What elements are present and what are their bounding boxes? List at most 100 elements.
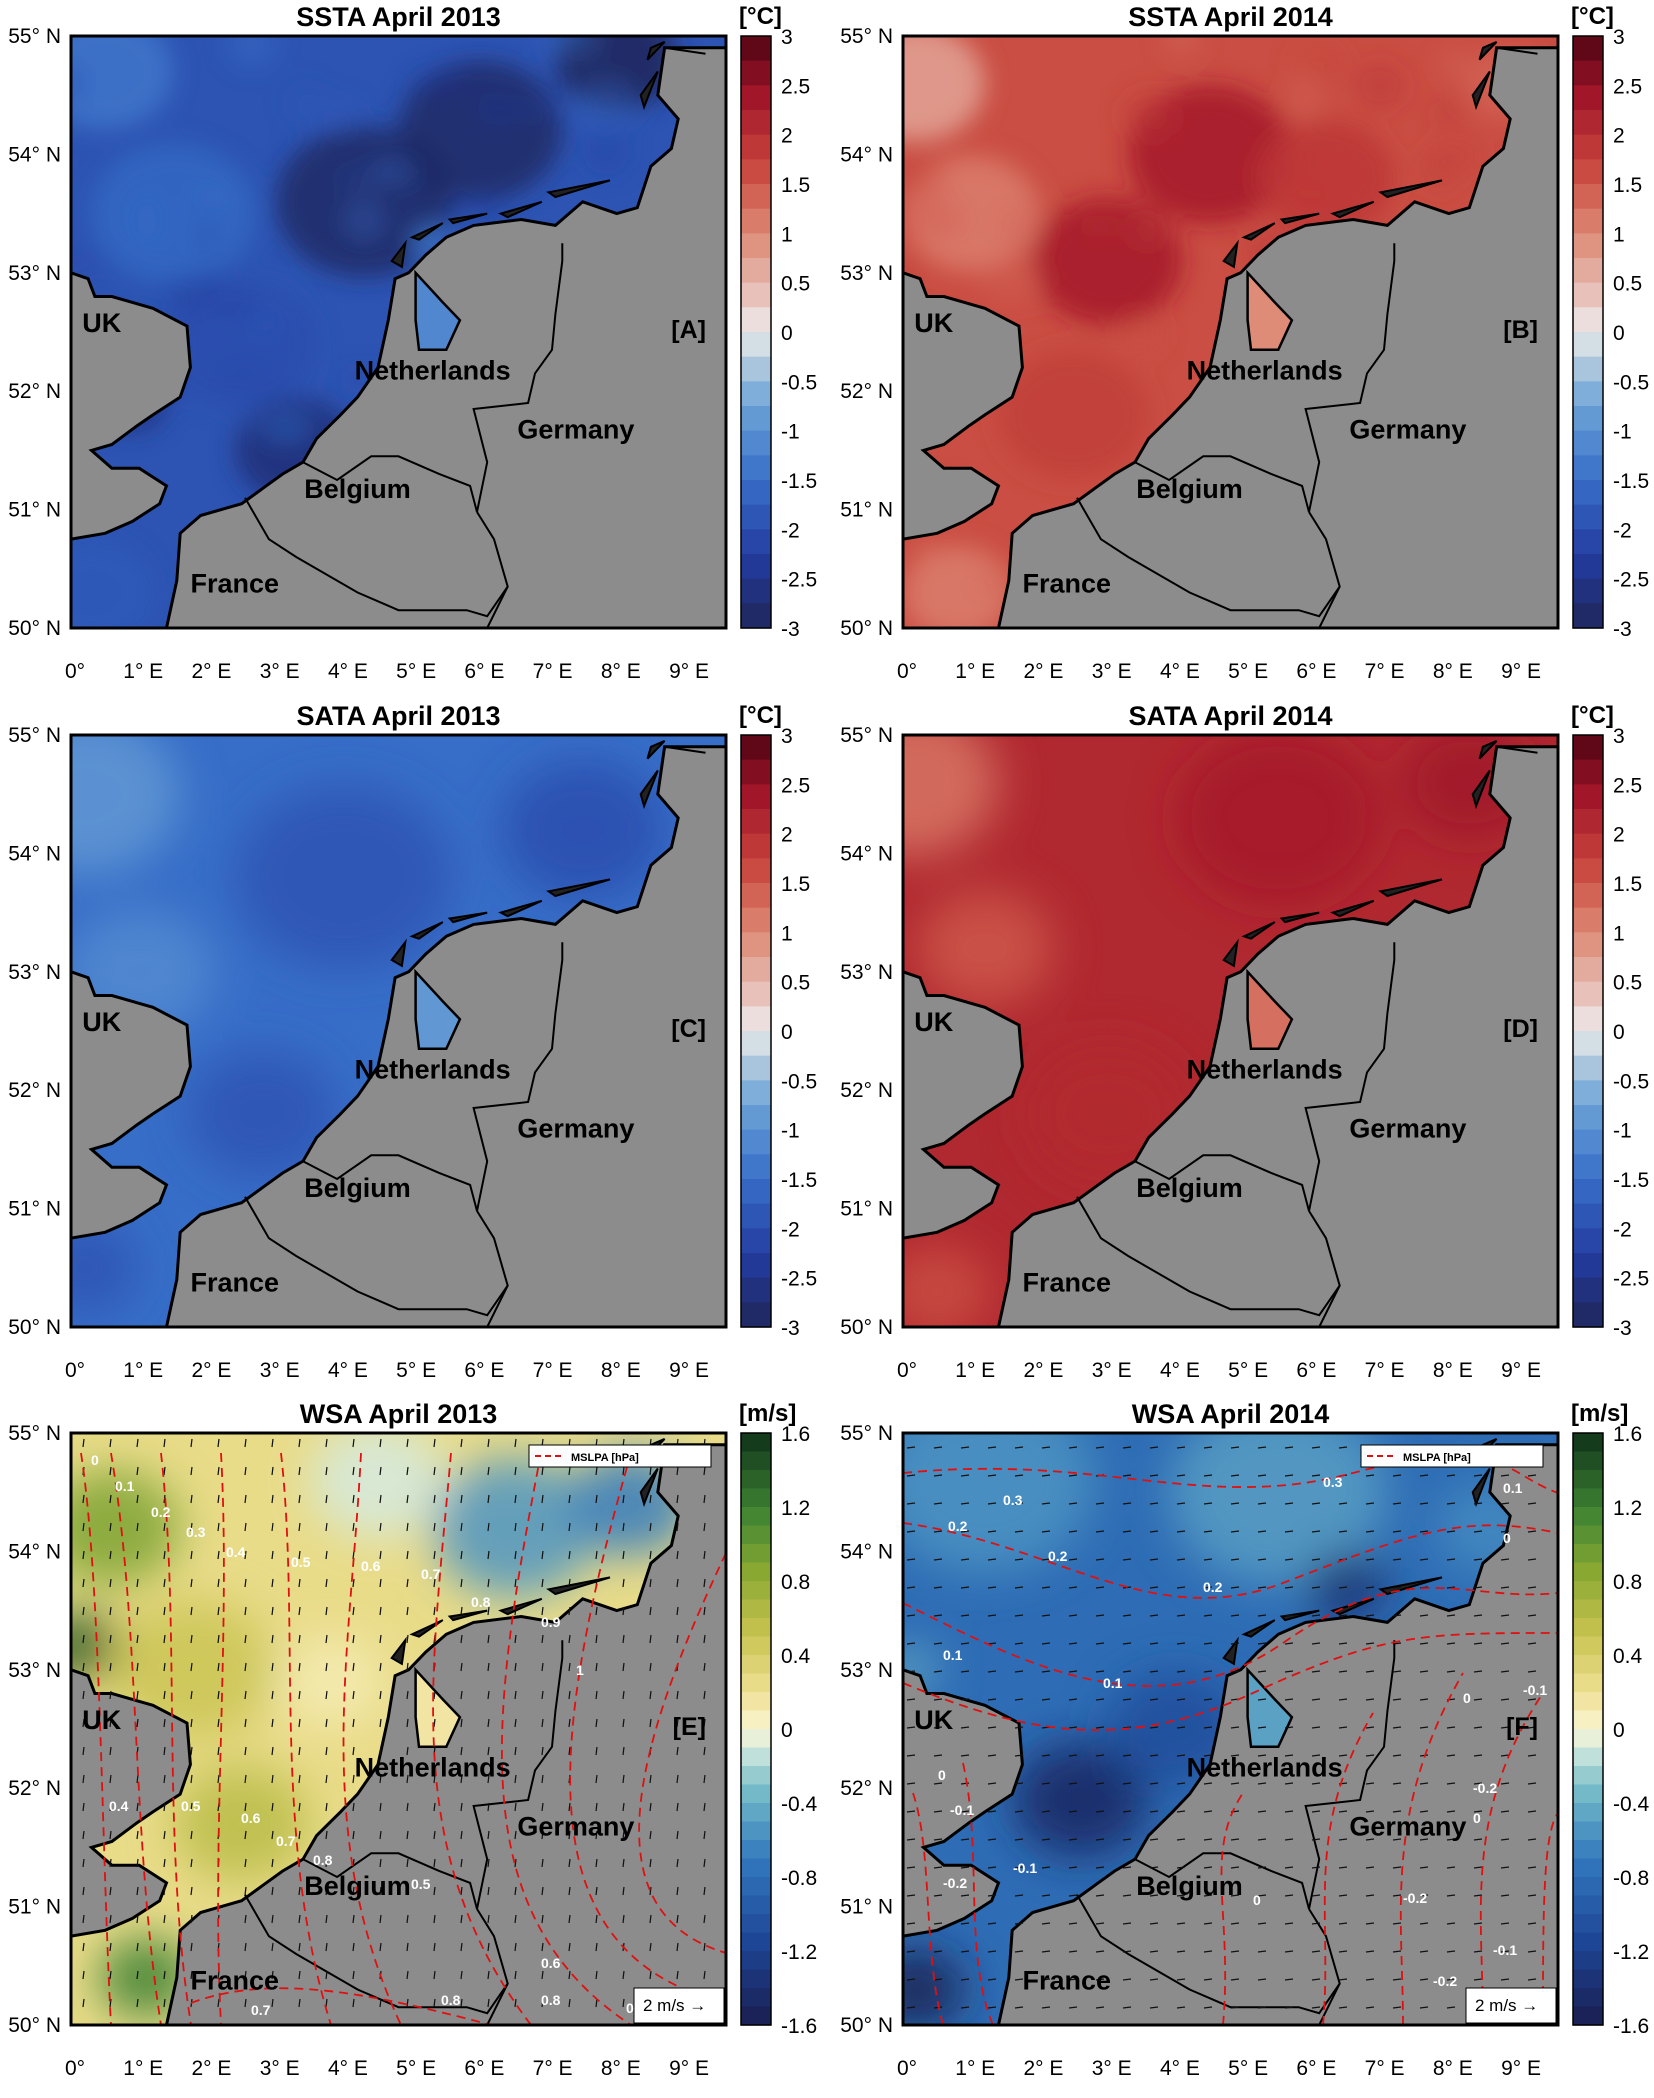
- lat-label: 54° N: [840, 1540, 893, 1563]
- lon-label: 6° E: [1296, 1359, 1336, 1382]
- panel-tag: [D]: [1503, 1015, 1538, 1043]
- colorbar-tick: -1: [1613, 421, 1632, 444]
- colorbar-tick: 0.8: [1613, 1571, 1642, 1594]
- colorbar-tick: -2: [781, 519, 800, 542]
- lat-label: 51° N: [840, 1198, 893, 1221]
- colorbar-tick: 0: [1613, 1719, 1625, 1742]
- country-label-uk: UK: [82, 308, 121, 338]
- colorbar-swatch: [1573, 759, 1603, 785]
- lat-label: 53° N: [8, 1659, 61, 1682]
- colorbar-swatch: [741, 1914, 771, 1934]
- country-label-belgium: Belgium: [304, 1871, 411, 1901]
- colorbar-tick: -1: [1613, 1120, 1632, 1143]
- colorbar-tick: 1.6: [1613, 1423, 1642, 1446]
- colorbar-swatch: [741, 1154, 771, 1180]
- colorbar-swatch: [1573, 134, 1603, 160]
- contour-label: 0: [1463, 1690, 1471, 1706]
- colorbar-swatch: [741, 504, 771, 530]
- colorbar-tick: 0: [781, 322, 793, 345]
- country-label-germany: Germany: [517, 1812, 634, 1842]
- contour-label: -0.1: [950, 1802, 974, 1818]
- colorbar-tick: 0.8: [781, 1571, 810, 1594]
- colorbar-swatch: [741, 208, 771, 234]
- colorbar-swatch: [741, 1840, 771, 1860]
- colorbar-swatch: [741, 1858, 771, 1878]
- colorbar-tick: -1.6: [1613, 2015, 1649, 2038]
- colorbar-tick: -0.5: [781, 371, 817, 394]
- lon-label: 2° E: [191, 1359, 231, 1382]
- colorbar-tick: 1.2: [1613, 1497, 1642, 1520]
- lat-label: 52° N: [840, 380, 893, 403]
- colorbar-swatch: [741, 2006, 771, 2026]
- colorbar-swatch: [1573, 1228, 1603, 1254]
- contour-label: 0.7: [421, 1566, 441, 1582]
- lon-label: 2° E: [1023, 2057, 1063, 2080]
- colorbar-swatch: [741, 1710, 771, 1730]
- colorbar-tick: -1.2: [781, 1941, 817, 1964]
- lat-label: 51° N: [8, 1896, 61, 1919]
- lon-label: 9° E: [1501, 660, 1541, 683]
- colorbar-swatch: [1573, 957, 1603, 983]
- colorbar-swatch: [1573, 1006, 1603, 1032]
- lat-label: 54° N: [8, 842, 61, 865]
- colorbar-swatch: [741, 1766, 771, 1786]
- colorbar-swatch: [741, 381, 771, 407]
- map-frame: [901, 733, 1560, 1329]
- lon-label: 8° E: [601, 2057, 641, 2080]
- lat-label: 51° N: [840, 1896, 893, 1919]
- lon-label: 5° E: [396, 660, 436, 683]
- colorbar-swatch: [1573, 356, 1603, 382]
- colorbar-swatch: [741, 1599, 771, 1619]
- contour-label: 0.1: [115, 1478, 135, 1494]
- lon-label: 0°: [897, 2057, 917, 2080]
- lat-label: 50° N: [840, 1316, 893, 1339]
- contour-label: 0.7: [276, 1833, 296, 1849]
- colorbar-tick: 1.5: [781, 174, 810, 197]
- lon-label: 3° E: [260, 2057, 300, 2080]
- lat-label: 51° N: [8, 499, 61, 522]
- lon-label: 9° E: [1501, 1359, 1541, 1382]
- colorbar-swatch: [1573, 455, 1603, 481]
- contour-label: 0.4: [109, 1798, 129, 1814]
- lon-label: 5° E: [396, 2057, 436, 2080]
- colorbar-tick: -2: [1613, 519, 1632, 542]
- colorbar-tick: -0.4: [781, 1793, 818, 1816]
- colorbar-swatch: [741, 1031, 771, 1057]
- colorbar-swatch: [741, 1821, 771, 1841]
- panel-tag: [C]: [671, 1015, 706, 1043]
- colorbar-swatch: [1573, 1969, 1603, 1989]
- colorbar-swatch: [1573, 1932, 1603, 1952]
- lon-label: 8° E: [1433, 2057, 1473, 2080]
- colorbar-swatch: [1573, 1525, 1603, 1545]
- colorbar-swatch: [741, 1253, 771, 1279]
- lon-label: 0°: [897, 660, 917, 683]
- colorbar-swatch: [1573, 578, 1603, 604]
- lat-label: 53° N: [8, 262, 61, 285]
- colorbar-swatch: [741, 60, 771, 86]
- colorbar-swatch: [1573, 883, 1603, 909]
- colorbar-swatch: [1573, 1488, 1603, 1508]
- country-label-uk: UK: [82, 1705, 121, 1735]
- country-label-germany: Germany: [1349, 415, 1466, 445]
- colorbar-tick: 0.4: [1613, 1645, 1643, 1668]
- colorbar-tick: -0.5: [1613, 1070, 1649, 1093]
- colorbar-tick: -3: [1613, 1317, 1632, 1340]
- contour-label: 0: [1253, 1892, 1261, 1908]
- lon-label: 9° E: [1501, 2057, 1541, 2080]
- lon-label: 3° E: [260, 660, 300, 683]
- colorbar-swatch: [1573, 60, 1603, 86]
- colorbar-swatch: [1573, 1433, 1603, 1453]
- colorbar-swatch: [1573, 430, 1603, 456]
- contour-label: -0.2: [1473, 1780, 1497, 1796]
- colorbar-swatch: [741, 1080, 771, 1106]
- contour-label: 0.3: [1003, 1492, 1023, 1508]
- colorbar-unit: [°C]: [739, 702, 782, 729]
- country-label-france: France: [1022, 1267, 1111, 1297]
- colorbar-unit: [m/s]: [739, 1400, 796, 1427]
- colorbar-tick: 2.5: [781, 75, 810, 98]
- colorbar-tick: 0: [781, 1021, 793, 1044]
- lon-label: 4° E: [1160, 1359, 1200, 1382]
